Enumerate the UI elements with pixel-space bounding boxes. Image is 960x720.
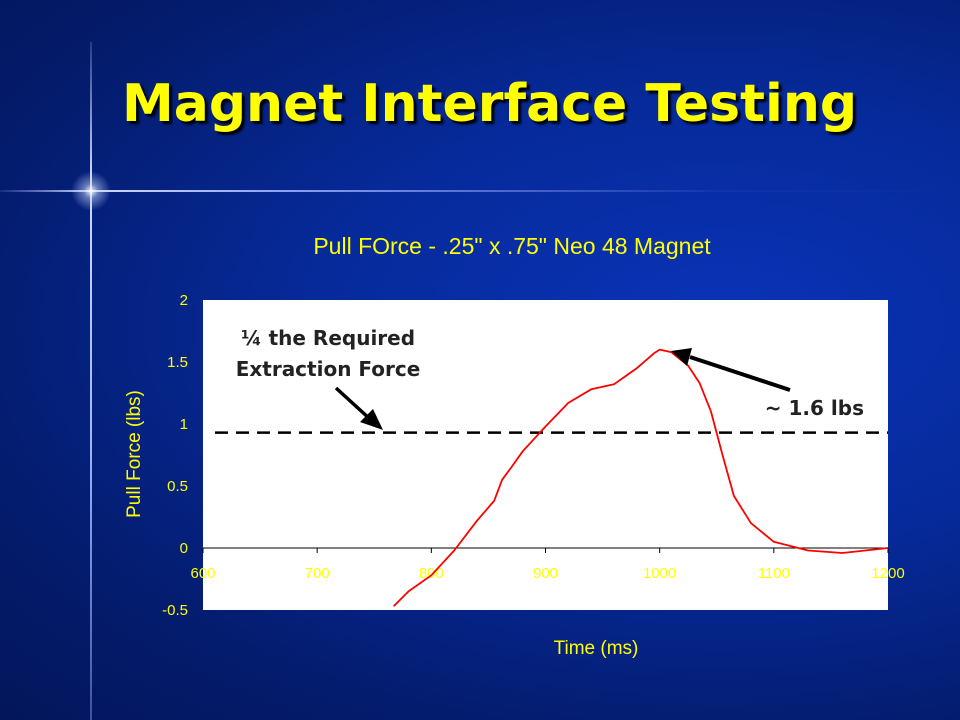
x-tick-label: 600 <box>190 565 215 582</box>
star-flare-icon <box>71 171 111 211</box>
annotation-peak-force: ~ 1.6 lbs <box>765 396 864 420</box>
y-tick-label: 2 <box>180 292 188 309</box>
x-axis-label: Time (ms) <box>554 638 639 659</box>
arrow-required-force-head <box>360 409 383 430</box>
x-tick-label: 700 <box>305 565 330 582</box>
y-tick-label: -0.5 <box>162 602 188 619</box>
y-tick-label: 0.5 <box>167 478 188 495</box>
arrow-peak-shaft <box>689 355 791 392</box>
chart-title: Pull FOrce - .25" x .75" Neo 48 Magnet <box>313 233 711 259</box>
x-tick-label: 800 <box>419 565 444 582</box>
arrow-required-force-shaft <box>334 386 373 422</box>
x-tick-label: 1100 <box>758 565 790 582</box>
annotation-required-force-line2: Extraction Force <box>236 357 421 381</box>
plot-area <box>203 300 888 610</box>
slide-title: Magnet Interface Testing <box>122 74 858 134</box>
decorative-vertical-line <box>90 42 92 720</box>
annotation-required-force-line1: ¼ the Required <box>241 326 415 350</box>
series-line-pull-force <box>393 348 889 607</box>
x-tick-label: 900 <box>533 565 558 582</box>
y-axis-label: Pull Force (lbs) <box>124 390 145 518</box>
y-tick-label: 0 <box>180 540 188 557</box>
y-tick-label: 1.5 <box>167 354 188 371</box>
x-tick-label: 1000 <box>643 565 676 582</box>
x-tick-label: 1200 <box>871 565 904 582</box>
y-tick-label: 1 <box>180 416 188 433</box>
decorative-horizontal-line <box>0 190 960 192</box>
arrow-peak-head <box>671 348 692 366</box>
